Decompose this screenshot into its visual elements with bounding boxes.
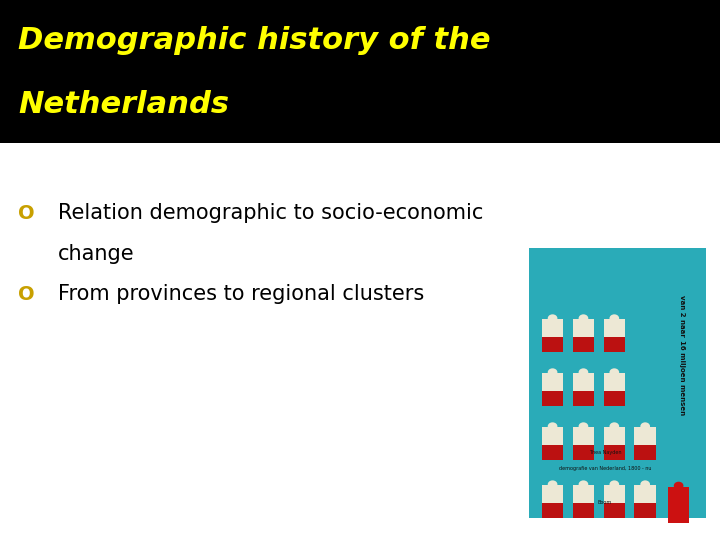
Bar: [634, 445, 656, 460]
Bar: [542, 319, 563, 338]
Ellipse shape: [548, 422, 557, 430]
Bar: [542, 485, 563, 504]
Bar: [572, 373, 594, 392]
Text: van 2 naar: van 2 naar: [679, 295, 685, 337]
Ellipse shape: [579, 422, 588, 430]
Bar: [634, 485, 656, 504]
Bar: [572, 485, 594, 504]
Ellipse shape: [579, 314, 588, 322]
Bar: [572, 391, 594, 407]
Ellipse shape: [640, 481, 650, 488]
Bar: [668, 507, 689, 523]
Ellipse shape: [579, 368, 588, 376]
Ellipse shape: [609, 481, 619, 488]
Ellipse shape: [548, 368, 557, 376]
Text: Demographic history of the: Demographic history of the: [18, 25, 490, 55]
Text: demografie van Nederland, 1800 - nu: demografie van Nederland, 1800 - nu: [559, 466, 652, 471]
Text: From provinces to regional clusters: From provinces to regional clusters: [58, 284, 424, 305]
Bar: [603, 485, 625, 504]
Text: Thea Nayden: Thea Nayden: [589, 450, 621, 455]
Bar: [603, 427, 625, 446]
Bar: [542, 503, 563, 518]
Bar: [603, 445, 625, 460]
Text: Relation demographic to socio-economic: Relation demographic to socio-economic: [58, 203, 483, 224]
Bar: [603, 319, 625, 338]
Bar: [603, 503, 625, 518]
Text: Netherlands: Netherlands: [18, 90, 229, 119]
Text: 16 miljoen mensen: 16 miljoen mensen: [679, 340, 685, 416]
Ellipse shape: [548, 314, 557, 322]
Ellipse shape: [579, 481, 588, 488]
Bar: [542, 445, 563, 460]
Ellipse shape: [640, 422, 650, 430]
Ellipse shape: [609, 314, 619, 322]
Bar: [603, 391, 625, 407]
Ellipse shape: [674, 482, 683, 490]
Bar: [572, 319, 594, 338]
Ellipse shape: [548, 481, 557, 488]
Bar: [572, 337, 594, 352]
Text: Boom: Boom: [598, 500, 612, 505]
Text: O: O: [18, 204, 35, 223]
Ellipse shape: [609, 368, 619, 376]
Bar: [542, 427, 563, 446]
Bar: [668, 487, 689, 508]
Bar: [0, 0, 720, 143]
Bar: [542, 337, 563, 352]
Bar: [572, 427, 594, 446]
Bar: [572, 445, 594, 460]
Ellipse shape: [609, 422, 619, 430]
Bar: [603, 373, 625, 392]
Bar: [634, 427, 656, 446]
Text: O: O: [18, 285, 35, 304]
Bar: [542, 373, 563, 392]
Bar: [572, 503, 594, 518]
Bar: [529, 248, 706, 518]
Bar: [603, 337, 625, 352]
Bar: [542, 391, 563, 407]
Bar: [634, 503, 656, 518]
Text: change: change: [58, 244, 134, 264]
